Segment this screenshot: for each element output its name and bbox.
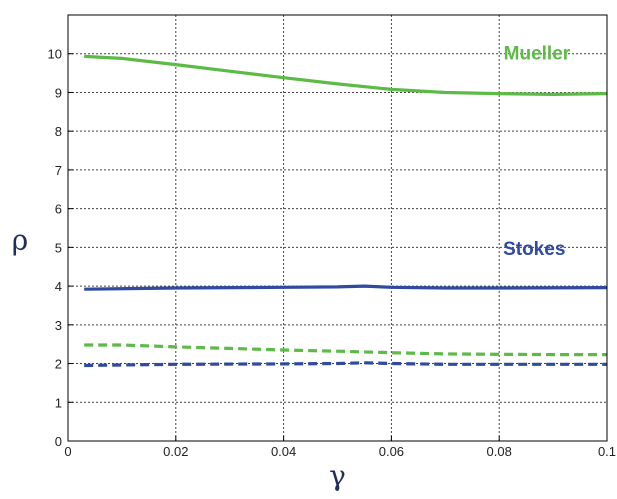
x-tick-label: 0.1: [598, 444, 616, 459]
solid-mueller-line: [84, 54, 608, 97]
y-tick-label: 0: [55, 434, 62, 449]
solid-stokes-line: [84, 284, 608, 291]
y-tick-label: 10: [48, 47, 62, 62]
x-tick-label: 0: [64, 444, 71, 459]
series-label-mueller: Mueller: [504, 44, 571, 65]
plot-frame: [67, 14, 608, 442]
x-tick-label: 0.08: [487, 444, 512, 459]
tick-labels: 0 0.02 0.04 0.06 0.08 0.1 0 1 2 3 4 5 6 7 8 9 10: [48, 47, 617, 459]
dashed-series-line-3: [84, 361, 607, 368]
x-axis-label: γ: [329, 459, 346, 492]
series-labels: Mueller Stokes: [503, 44, 571, 261]
y-tick-label: 7: [55, 163, 62, 178]
y-tick-label: 9: [55, 85, 62, 100]
x-tick-label: 0.02: [163, 444, 188, 459]
dashed-series-line-2: [84, 343, 607, 357]
x-tick-label: 0.06: [379, 444, 404, 459]
y-axis-label: ρ: [12, 224, 28, 257]
x-tick-label: 0.04: [271, 444, 296, 459]
y-tick-label: 2: [55, 357, 62, 372]
y-tick-label: 4: [55, 279, 62, 294]
y-tick-label: 8: [55, 124, 62, 139]
grid-lines: [68, 15, 607, 441]
series-lines: [84, 54, 608, 368]
y-tick-label: 1: [55, 395, 62, 410]
series-label-stokes: Stokes: [503, 239, 565, 260]
y-tick-label: 5: [55, 240, 62, 255]
y-tick-label: 3: [55, 318, 62, 333]
y-tick-label: 6: [55, 202, 62, 217]
